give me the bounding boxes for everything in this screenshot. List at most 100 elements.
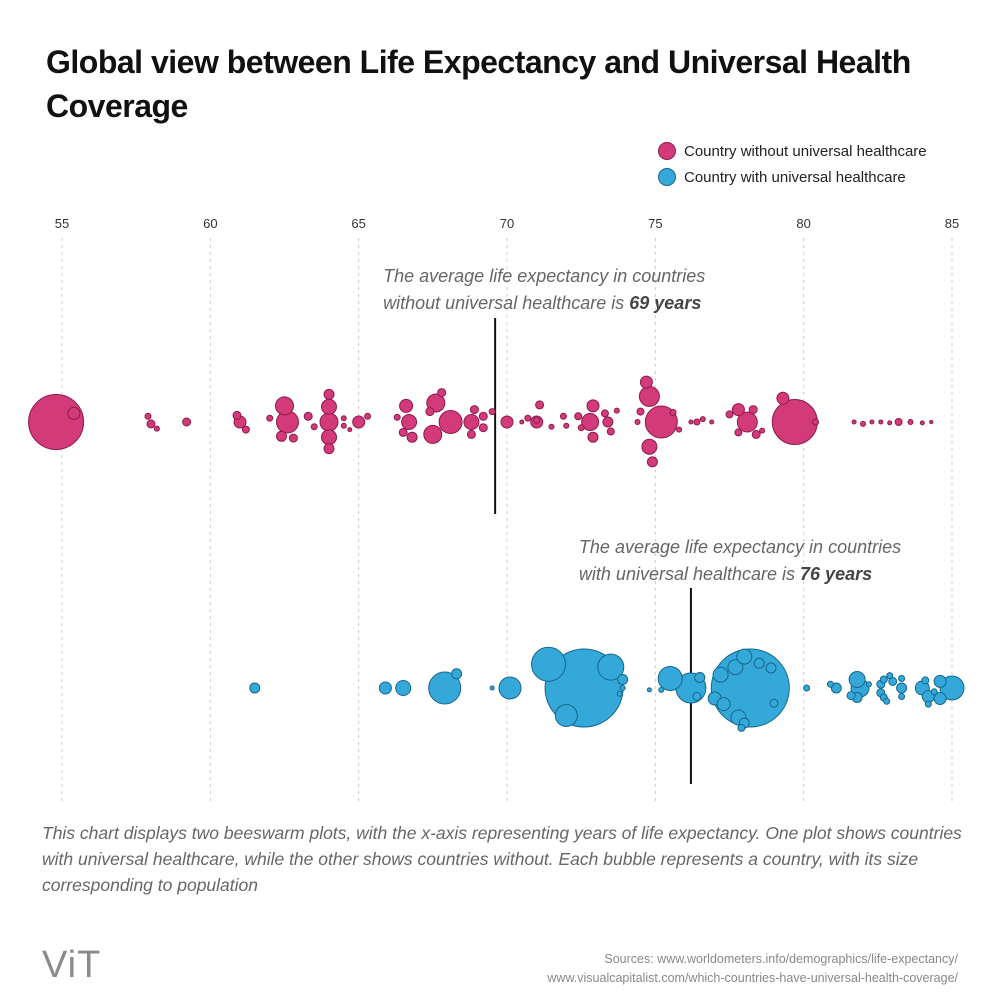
bubble-without-43 (466, 429, 476, 439)
bubble-without-51 (600, 409, 609, 418)
bubble-with-36 (846, 691, 856, 701)
bubble-without-18 (67, 406, 81, 420)
bubble-without-59 (310, 423, 318, 431)
legend-swatch-without (658, 142, 676, 160)
bubble-without-68 (693, 418, 701, 426)
grid-layer: 55 60 65 70 75 80 85 (55, 216, 959, 805)
bubble-without-82 (347, 427, 353, 433)
x-tick-label-65: 65 (351, 216, 365, 231)
bubble-with-53 (616, 690, 623, 697)
bubble-with-13 (712, 666, 729, 683)
bubble-without-74 (563, 422, 570, 429)
bubble-without-52 (606, 427, 615, 436)
bubble-without-36 (232, 410, 242, 420)
bubble-with-45 (826, 680, 834, 688)
bubble-without-11 (581, 413, 600, 431)
legend-label-with: Country with universal healthcare (684, 168, 906, 186)
bubble-without-58 (266, 414, 274, 422)
bubble-with-29 (765, 662, 777, 674)
bubble-with-23 (933, 692, 947, 705)
bubble-without-24 (639, 375, 653, 389)
bubble-with-41 (879, 675, 888, 684)
logo: ViT (42, 944, 102, 986)
annotation-text-without: without universal healthcare is (383, 293, 629, 313)
bubble-without-57 (144, 412, 152, 420)
bubble-with-15 (736, 648, 753, 665)
bubble-without-42 (469, 405, 479, 415)
bubble-with-19 (716, 697, 731, 712)
bubble-without-48 (751, 429, 761, 439)
bubble-without-23 (586, 399, 600, 413)
bubble-with-44 (803, 684, 811, 692)
bubble-without-16 (641, 438, 658, 455)
bubble-without-6 (736, 411, 758, 433)
bubble-without-1 (771, 399, 818, 445)
bubble-with-26 (617, 674, 629, 685)
bubble-with-43 (921, 676, 930, 685)
x-tick-label-55: 55 (55, 216, 69, 231)
bubble-without-10 (423, 424, 443, 444)
bubble-without-77 (676, 426, 683, 433)
bubble-with-9 (554, 704, 578, 727)
annotations-layer: The average life expectancy in countries… (383, 266, 901, 584)
x-tick-label-75: 75 (648, 216, 662, 231)
bubble-without-46 (535, 400, 545, 410)
x-tick-label-60: 60 (203, 216, 217, 231)
bubble-without-26 (776, 391, 790, 405)
bubble-without-39 (398, 427, 408, 437)
bubble-without-8 (319, 412, 339, 432)
bubble-without-54 (725, 410, 734, 419)
bubble-without-61 (393, 413, 401, 421)
bubble-without-5 (638, 385, 660, 407)
bubble-without-37 (288, 433, 298, 443)
annotation-text-with: with universal healthcare is (579, 564, 800, 584)
bubble-without-64 (533, 416, 541, 424)
bubble-without-21 (500, 415, 514, 429)
bubble-without-2 (644, 405, 678, 439)
bubble-without-29 (323, 443, 335, 455)
legend-item-without: Country without universal healthcare (658, 138, 927, 164)
bubble-without-41 (437, 388, 447, 398)
bubble-without-35 (182, 417, 192, 427)
x-tick-label-70: 70 (500, 216, 514, 231)
bubble-without-91 (929, 420, 934, 424)
annotation-line2-with: with universal healthcare is 76 years (579, 564, 872, 584)
bubble-without-13 (321, 429, 337, 446)
bubble-without-78 (699, 416, 706, 423)
bubble-with-6 (657, 666, 683, 691)
bubble-with-31 (830, 682, 842, 694)
bubble-without-69 (812, 418, 819, 426)
bubble-without-33 (646, 456, 658, 468)
bubble-with-11 (848, 671, 866, 688)
bubble-without-66 (577, 424, 585, 432)
bubble-without-45 (478, 423, 488, 433)
bubble-with-57 (646, 687, 652, 693)
bubble-with-52 (619, 685, 626, 691)
bubble-without-55 (734, 428, 743, 437)
bubble-without-25 (731, 403, 745, 417)
bubble-without-38 (303, 411, 313, 421)
bubble-without-47 (748, 405, 758, 415)
sources: Sources: www.worldometers.info/demograph… (547, 950, 958, 988)
legend-swatch-with (658, 168, 676, 186)
annotation-value-with: 76 years (800, 564, 872, 584)
bubble-without-73 (548, 423, 555, 430)
bubble-without-40 (425, 407, 435, 417)
bubble-with-56 (489, 685, 495, 691)
bubble-without-3 (438, 410, 463, 434)
bubble-without-86 (851, 419, 857, 425)
chart-description: This chart displays two beeswarm plots, … (42, 823, 962, 895)
bubble-with-12 (395, 680, 412, 696)
bubble-with-5 (597, 653, 625, 681)
bubble-without-89 (887, 420, 893, 426)
legend: Country without universal healthcare Cou… (658, 138, 927, 190)
bubble-without-84 (688, 419, 694, 425)
chart-title: Global view between Life Expectancy and … (46, 44, 911, 124)
bubble-without-62 (488, 408, 496, 416)
bubble-without-44 (478, 411, 488, 421)
annotation-line1-with: The average life expectancy in countries (579, 537, 901, 557)
bubble-without-28 (323, 388, 335, 400)
bubble-with-33 (896, 682, 908, 694)
bubble-with-24 (249, 682, 261, 694)
source-line-2: www.visualcapitalist.com/which-countries… (547, 971, 958, 985)
